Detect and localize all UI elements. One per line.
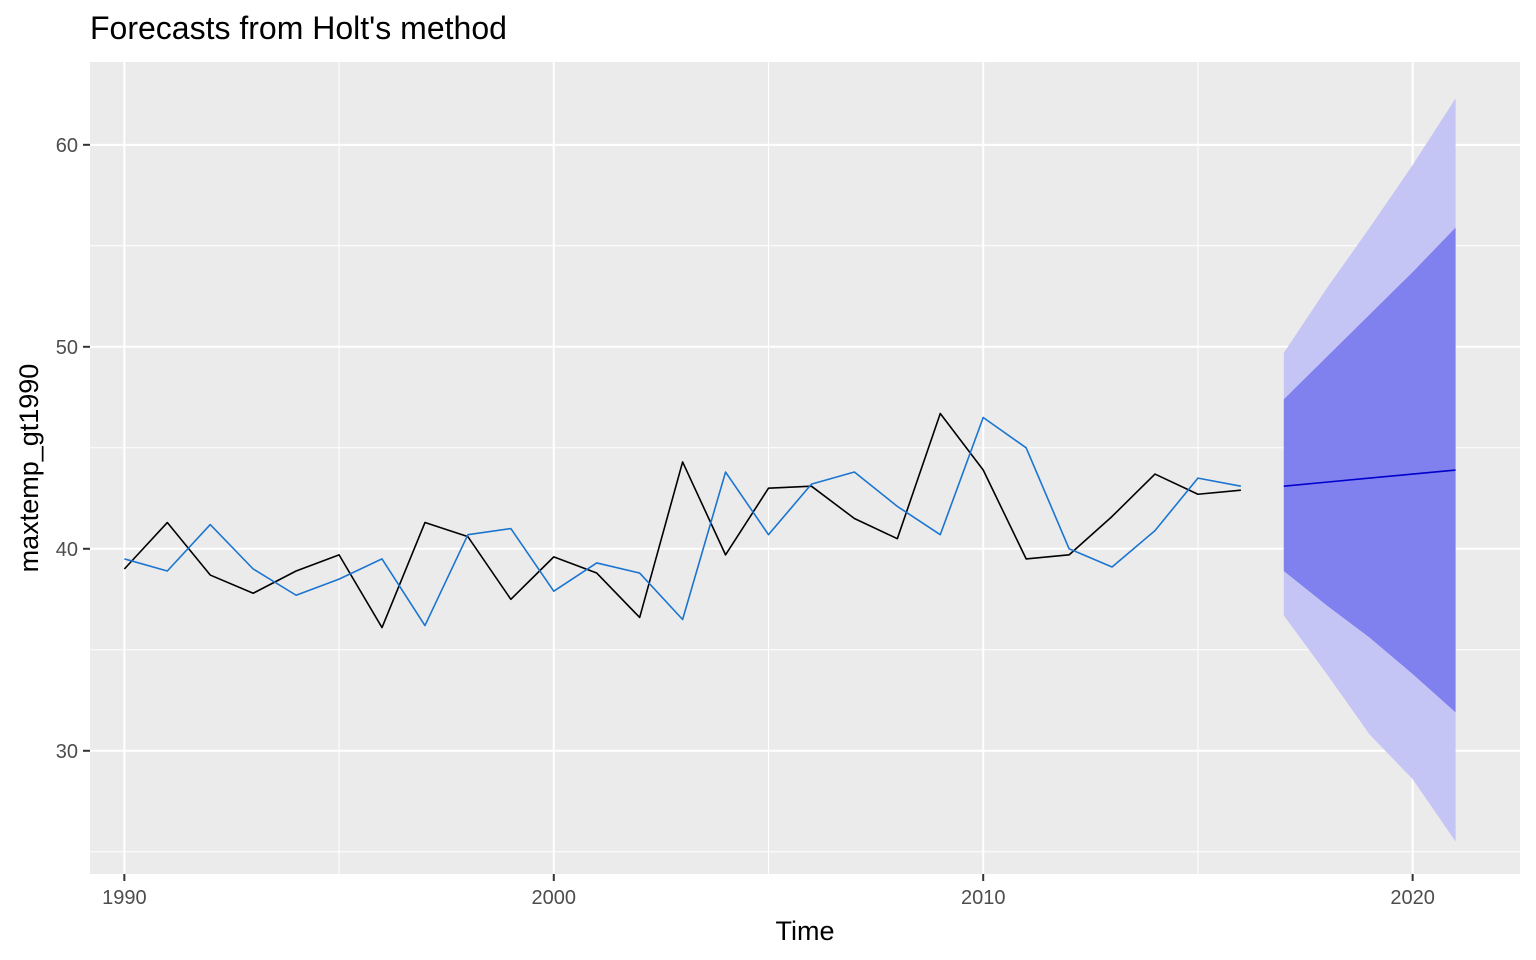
plot-panel	[90, 62, 1520, 874]
x-axis-title: Time	[776, 916, 835, 946]
band-80	[1283, 227, 1456, 713]
grid-minor	[90, 62, 1520, 874]
x-tick-label: 2010	[961, 887, 1006, 909]
y-tick-label: 30	[56, 741, 78, 763]
series-line-1	[123, 412, 1241, 629]
x-tick-label: 2000	[532, 887, 577, 909]
x-tick-label: 2020	[1390, 887, 1435, 909]
y-tick-label: 60	[56, 135, 78, 157]
series-line-2	[124, 416, 1242, 627]
x-tick-label: 1990	[102, 887, 147, 909]
y-axis: 30 40 50 60	[56, 135, 90, 763]
prediction-intervals	[1283, 98, 1456, 842]
x-axis: 1990 2000 2010 2020	[102, 874, 1435, 909]
series-lines	[123, 412, 1456, 629]
y-tick-label: 50	[56, 337, 78, 359]
y-axis-title: maxtemp_gt1990	[14, 364, 44, 573]
chart-title: Forecasts from Holt's method	[90, 10, 507, 46]
forecast-mean-line	[1283, 469, 1456, 487]
y-tick-label: 40	[56, 539, 78, 561]
